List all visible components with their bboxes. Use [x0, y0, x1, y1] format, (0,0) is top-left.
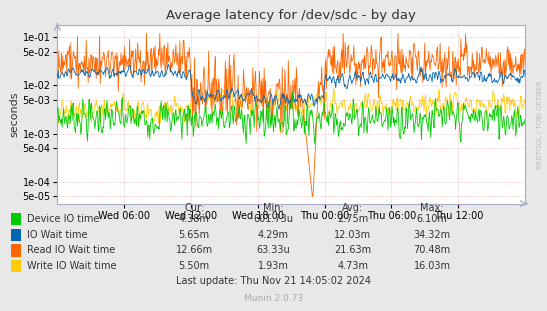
- Text: 16.03m: 16.03m: [414, 261, 451, 271]
- Text: 601.73u: 601.73u: [253, 214, 294, 224]
- Text: IO Wait time: IO Wait time: [27, 230, 88, 240]
- Text: 70.48m: 70.48m: [414, 245, 451, 255]
- Text: RRDTOOL / TOBI OETIKER: RRDTOOL / TOBI OETIKER: [537, 80, 543, 169]
- Text: Min:: Min:: [263, 203, 284, 213]
- Text: 12.03m: 12.03m: [334, 230, 371, 240]
- Text: 4.73m: 4.73m: [337, 261, 368, 271]
- Text: Avg:: Avg:: [342, 203, 363, 213]
- Text: Cur:: Cur:: [184, 203, 204, 213]
- Text: 5.65m: 5.65m: [179, 230, 210, 240]
- Text: 4.29m: 4.29m: [258, 230, 289, 240]
- Text: Max:: Max:: [421, 203, 444, 213]
- Text: 5.50m: 5.50m: [179, 261, 210, 271]
- Text: Device IO time: Device IO time: [27, 214, 100, 224]
- Text: 2.75m: 2.75m: [337, 214, 369, 224]
- Y-axis label: seconds: seconds: [10, 91, 20, 137]
- Text: 1.93m: 1.93m: [258, 261, 289, 271]
- Text: Write IO Wait time: Write IO Wait time: [27, 261, 117, 271]
- Text: 21.63m: 21.63m: [334, 245, 371, 255]
- Text: 12.66m: 12.66m: [176, 245, 213, 255]
- Text: Read IO Wait time: Read IO Wait time: [27, 245, 115, 255]
- Text: Munin 2.0.73: Munin 2.0.73: [244, 294, 303, 303]
- Text: Last update: Thu Nov 21 14:05:02 2024: Last update: Thu Nov 21 14:05:02 2024: [176, 276, 371, 285]
- Text: 34.32m: 34.32m: [414, 230, 451, 240]
- Text: 63.33u: 63.33u: [257, 245, 290, 255]
- Title: Average latency for /dev/sdc - by day: Average latency for /dev/sdc - by day: [166, 9, 416, 22]
- Text: 6.10m: 6.10m: [417, 214, 447, 224]
- Text: 4.38m: 4.38m: [179, 214, 210, 224]
